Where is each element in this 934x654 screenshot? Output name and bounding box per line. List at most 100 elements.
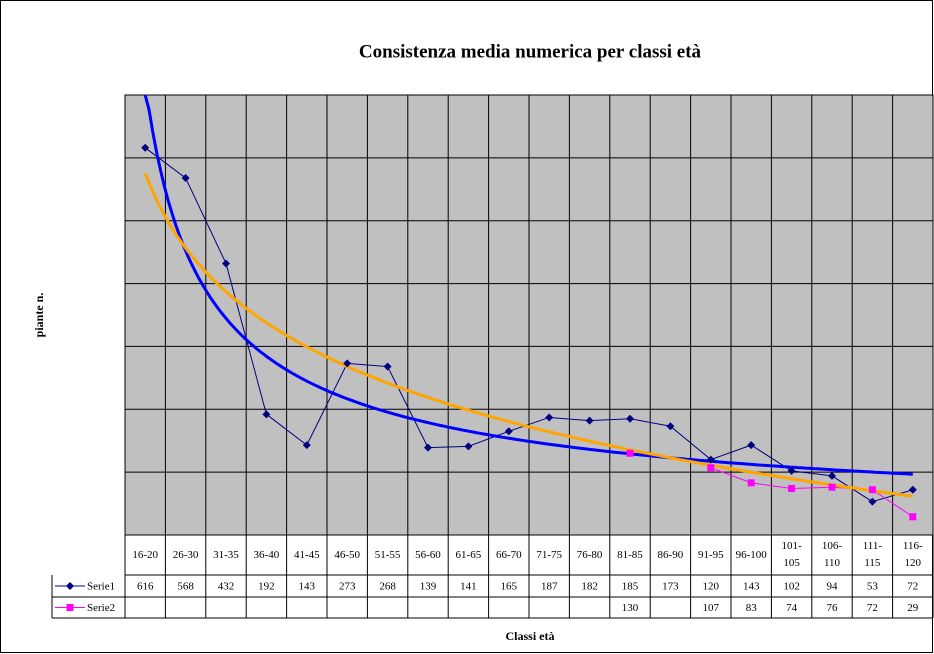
x-tick-text: 36-40 [253,548,280,561]
table-value: 187 [541,581,558,593]
data-point [868,486,876,494]
data-point [908,485,917,494]
data-point [222,259,230,268]
x-tick-text: 51-55 [374,548,401,561]
x-tick-label: 101-105 [771,535,811,575]
x-tick-text: 91-95 [697,548,724,561]
data-point [706,455,715,464]
x-axis-label: Classi età [506,629,555,643]
x-tick-text: 81-85 [617,548,643,561]
data-point [545,413,554,422]
x-tick-text: 76-80 [576,548,603,561]
table-value: 165 [501,581,518,593]
x-tick-label: 66-70 [489,535,529,575]
x-tick-text: 26-30 [172,548,199,561]
table-value: 107 [703,602,720,614]
y-axis-label: piante n. [32,293,46,338]
data-point [868,497,877,506]
data-point [181,173,190,182]
table-value: 192 [258,581,275,593]
table-value: 139 [420,581,437,593]
table-value: 143 [743,581,760,593]
data-point [747,441,756,450]
table-value: 72 [867,602,878,614]
data-point [626,449,634,457]
table-value: 94 [827,581,839,593]
data-point [585,416,594,425]
table-value: 182 [581,581,598,593]
data-point [787,466,796,475]
table-value: 432 [218,581,235,593]
x-tick-label: 106-110 [812,535,852,575]
table-value: 29 [907,602,919,614]
table-value: 130 [622,602,639,614]
x-tick-label: 96-100 [731,535,771,575]
x-tick-label: 16-20 [125,535,165,575]
table-value: 273 [339,581,356,593]
legend-key-marker [66,582,74,590]
series-line [710,467,914,518]
legend-label: Serie1 [87,581,115,593]
trendline [143,172,913,498]
x-tick-label: 46-50 [327,535,367,575]
x-tick-label: 61-65 [448,535,488,575]
data-point [828,471,836,480]
table-value: 143 [299,581,316,593]
x-tick-text: 16-20 [132,548,159,561]
x-tick-text: 96-100 [735,548,767,561]
x-tick-text: 86-90 [657,548,684,561]
data-point [383,362,392,371]
data-point [141,143,150,152]
table-value: 120 [703,581,720,593]
x-tick-text: 61-65 [455,548,482,561]
x-tick-label: 51-55 [367,535,407,575]
data-point [424,443,432,452]
data-point [262,410,271,419]
data-point [302,441,311,450]
table-value: 173 [662,581,679,593]
x-tick-text: 116-120 [902,540,923,569]
table-value: 74 [786,602,798,614]
data-point [626,414,634,423]
table-value: 141 [460,581,477,593]
x-tick-label: 31-35 [206,535,246,575]
table-value: 268 [379,581,396,593]
x-tick-label: 81-85 [610,535,650,575]
x-tick-text: 41-45 [293,548,320,561]
table-value: 568 [177,581,194,593]
x-tick-text: 31-35 [213,548,239,561]
data-point [504,427,513,436]
x-tick-text: 106-110 [821,540,843,569]
x-tick-text: 71-75 [536,548,563,561]
x-tick-label: 111-115 [852,535,892,575]
x-tick-label: 86-90 [650,535,690,575]
x-tick-label: 71-75 [529,535,569,575]
trendline [143,94,913,476]
table-value: 185 [622,581,639,593]
x-tick-text: 56-60 [415,548,441,561]
table-value: 53 [867,581,879,593]
x-tick-label: 116-120 [893,535,933,575]
x-tick-text: 46-50 [334,548,361,561]
legend-key-marker [66,604,74,611]
chart-title: Consistenza media numerica per classi et… [359,41,702,62]
table-value: 72 [907,581,918,593]
x-tick-label: 36-40 [246,535,286,575]
table-value: 102 [783,581,800,593]
x-tick-text: 101-105 [781,540,802,569]
table-value: 83 [746,602,758,614]
x-tick-text: 66-70 [495,548,522,561]
data-point [343,359,352,368]
x-tick-label: 56-60 [408,535,448,575]
legend-label: Serie2 [87,602,115,614]
data-point [707,464,715,472]
data-point [747,479,755,487]
x-tick-label: 76-80 [569,535,609,575]
data-point [909,513,917,521]
table-value: 616 [137,581,154,593]
data-point [788,484,796,492]
data-point [666,422,675,431]
data-point [828,483,836,491]
x-tick-label: 91-95 [691,535,731,575]
